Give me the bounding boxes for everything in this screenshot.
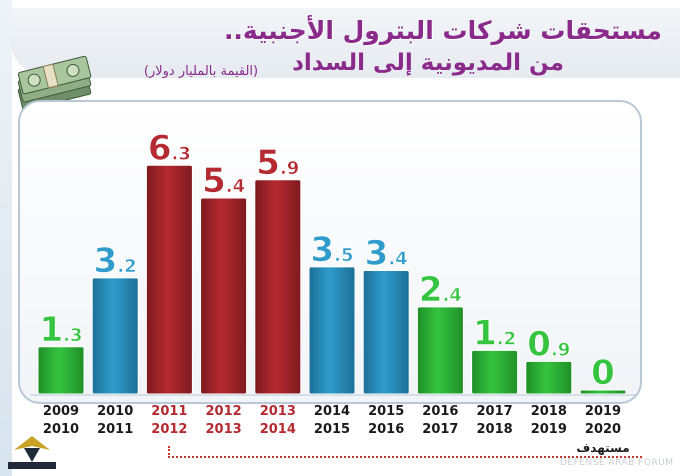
category-label-6-1: 2016: [368, 422, 404, 437]
category-label-10-1: 2020: [585, 422, 621, 437]
bar-2: [145, 164, 193, 395]
category-label-1-1: 2011: [97, 422, 133, 437]
category-label-2-1: 2012: [151, 422, 187, 437]
bar-1: [91, 277, 139, 395]
title-line-1: مستحقات شركات البترول الأجنبية..: [223, 16, 662, 45]
left-decor-stripe: [0, 0, 12, 476]
category-label-7-1: 2017: [422, 422, 458, 437]
category-label-9-0: 2018: [531, 404, 567, 419]
title-line-2: من المديونية إلى السداد: [292, 50, 564, 76]
subtitle: (القيمة بالمليار دولار): [143, 64, 259, 79]
category-label-7-0: 2016: [422, 404, 458, 419]
category-label-2-0: 2011: [151, 404, 187, 419]
category-label-3-0: 2012: [206, 404, 242, 419]
value-label-8: 1.2: [473, 313, 516, 353]
value-label-1: 3.2: [94, 241, 137, 281]
value-label-9: 0.9: [527, 324, 570, 364]
bar-8: [471, 349, 519, 395]
category-label-3-1: 2013: [206, 422, 242, 437]
value-label-3: 5.4: [202, 161, 245, 201]
category-label-8-0: 2017: [477, 404, 513, 419]
value-label-6: 3.4: [365, 234, 408, 274]
forum-logo-icon: [8, 436, 56, 469]
bottom-bracket-end: [168, 446, 176, 458]
bar-0: [37, 346, 85, 395]
value-label-4: 5.9: [256, 143, 299, 183]
bar-6: [362, 270, 410, 395]
value-label-5: 3.5: [310, 230, 353, 270]
bottom-dotted-bracket: [172, 456, 642, 458]
bar-7: [416, 306, 464, 395]
bar-10: [579, 389, 627, 395]
category-label-6-0: 2015: [368, 404, 404, 419]
category-label-1-0: 2010: [97, 404, 133, 419]
value-label-0: 1.3: [39, 310, 82, 350]
bar-3: [200, 197, 248, 395]
category-label-5-0: 2014: [314, 404, 350, 419]
category-label-5-1: 2015: [314, 422, 350, 437]
value-label-2: 6.3: [148, 128, 191, 168]
bar-4: [254, 179, 302, 395]
bar-5: [308, 266, 356, 395]
category-label-0-1: 2010: [43, 422, 79, 437]
target-label: مستهدف: [576, 441, 629, 455]
value-label-7: 2.4: [419, 270, 462, 310]
header: مستحقات شركات البترول الأجنبية.. من المد…: [10, 8, 680, 79]
category-label-4-1: 2014: [260, 422, 296, 437]
category-label-10-0: 2019: [585, 404, 621, 419]
category-label-9-1: 2019: [531, 422, 567, 437]
category-label-8-1: 2018: [477, 422, 513, 437]
bar-9: [525, 360, 573, 395]
value-label-10: 0: [591, 353, 615, 393]
category-label-0-0: 2009: [43, 404, 79, 419]
category-label-4-0: 2013: [260, 404, 296, 419]
watermark: DEFENSE ARAB FORUM: [560, 458, 674, 468]
